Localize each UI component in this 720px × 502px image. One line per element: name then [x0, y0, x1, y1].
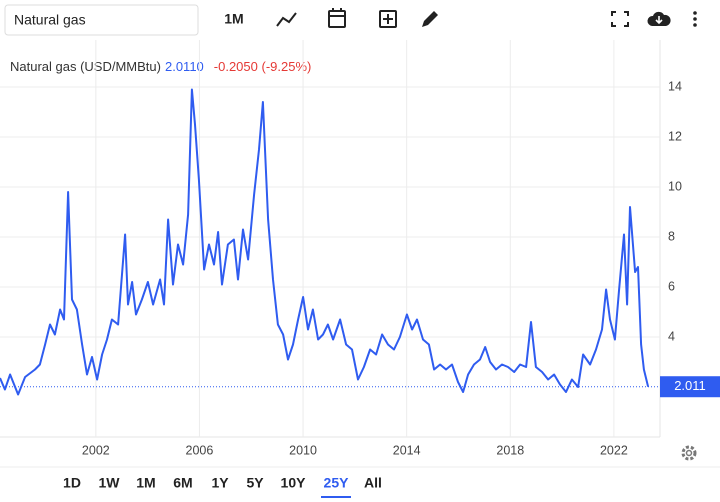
- fullscreen-icon[interactable]: [611, 11, 629, 27]
- range-button[interactable]: 1W: [99, 475, 121, 491]
- x-tick-label: 2010: [289, 443, 317, 457]
- x-tick-label: 2022: [600, 443, 628, 457]
- calendar-icon[interactable]: [328, 8, 346, 28]
- header-price: 2.0110: [165, 59, 204, 74]
- y-tick-label: 12: [668, 129, 682, 143]
- gear-icon[interactable]: [681, 445, 697, 461]
- download-icon[interactable]: [647, 11, 671, 26]
- price-line: [0, 88, 650, 396]
- line-icon[interactable]: [276, 12, 297, 27]
- x-tick-label: 2018: [496, 443, 524, 457]
- range-button[interactable]: 1Y: [211, 475, 229, 491]
- range-button[interactable]: 10Y: [281, 475, 307, 491]
- range-button[interactable]: 1D: [63, 475, 81, 491]
- last-price-tag: [660, 376, 720, 398]
- y-tick-label: 6: [668, 279, 675, 293]
- search-box[interactable]: [4, 4, 199, 36]
- y-tick-label: 14: [668, 79, 682, 93]
- draw-icon[interactable]: [422, 11, 438, 27]
- range-button[interactable]: 6M: [173, 475, 192, 491]
- y-tick-label: 10: [668, 179, 682, 193]
- add-icon[interactable]: [379, 10, 397, 28]
- range-button[interactable]: All: [364, 475, 382, 491]
- interval-button[interactable]: 1M: [224, 11, 243, 27]
- range-button[interactable]: 5Y: [246, 475, 264, 491]
- x-tick-label: 2014: [393, 443, 421, 457]
- range-button[interactable]: 1M: [136, 475, 155, 491]
- chart-header: Natural gas (USD/MMBtu) 2.0110 -0.2050 (-9…: [10, 59, 311, 74]
- search-text: Natural gas: [14, 12, 86, 28]
- y-tick-label: 8: [668, 229, 675, 243]
- chart-title: Natural gas (USD/MMBtu): [10, 59, 161, 74]
- x-tick-label: 2006: [186, 443, 214, 457]
- last-price-label: 2.011: [674, 378, 706, 393]
- x-tick-label: 2002: [82, 443, 110, 457]
- range-button[interactable]: 25Y: [324, 475, 350, 491]
- header-change: -0.2050 (-9.25%): [214, 59, 312, 74]
- y-tick-label: 4: [668, 329, 675, 343]
- menu-icon[interactable]: [693, 11, 697, 27]
